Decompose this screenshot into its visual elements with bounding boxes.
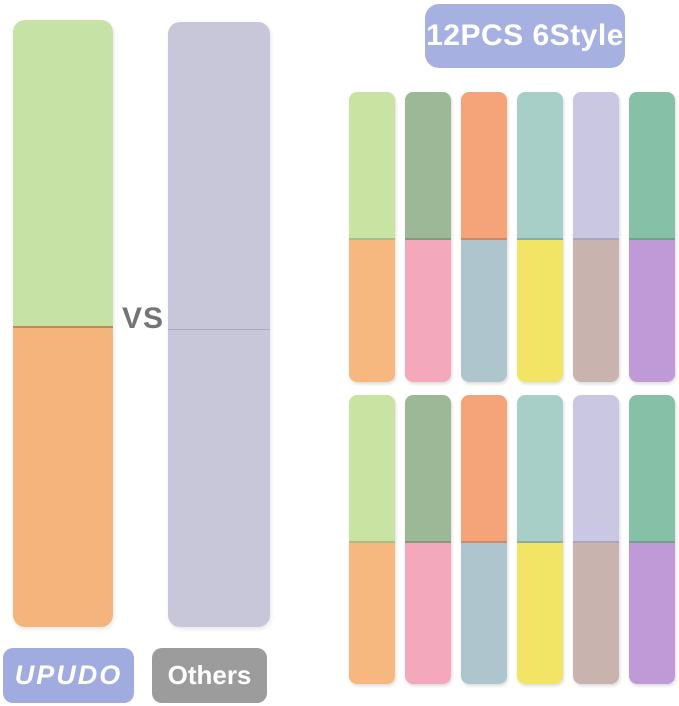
style-strip-aqua-yellow <box>517 92 563 382</box>
strip-bottom-color <box>573 542 619 684</box>
style-strip-sage-pink <box>405 92 451 382</box>
others-brand-badge: Others <box>152 648 267 703</box>
strip-bottom-color <box>405 240 451 382</box>
style-strip-green-orange <box>349 92 395 382</box>
count-style-label: 12PCS 6Style <box>426 19 624 52</box>
strip-bottom-color <box>349 240 395 382</box>
style-strip-salmon-bluegray <box>461 394 507 684</box>
strip-top-color <box>461 394 507 543</box>
style-strip-lavender-taupe <box>573 394 619 684</box>
strip-top-color <box>405 394 451 543</box>
strip-bottom-color <box>517 240 563 382</box>
style-strip-green-orange <box>349 394 395 684</box>
style-strip-aqua-yellow <box>517 394 563 684</box>
strip-bottom-color <box>517 542 563 684</box>
strip-bottom-color <box>405 542 451 684</box>
strip-top-color <box>517 394 563 543</box>
strip-bottom-color <box>629 240 675 382</box>
style-strip-lavender-taupe <box>573 92 619 382</box>
strip-top-color <box>461 92 507 240</box>
style-strip-salmon-bluegray <box>461 92 507 382</box>
others-brand-label: Others <box>167 660 252 690</box>
count-style-badge: 12PCS 6Style <box>425 4 625 68</box>
others-product-strip <box>168 22 270 627</box>
ours-brand-label: UPUDO <box>14 660 123 690</box>
ours-product-strip <box>13 20 113 627</box>
strip-bottom-color <box>573 240 619 382</box>
strip-top-color <box>573 92 619 240</box>
style-grid-row-1 <box>349 92 675 382</box>
strip-bottom-color <box>349 542 395 684</box>
strip-bottom-color <box>629 542 675 684</box>
strip-top-color <box>629 394 675 543</box>
style-strip-sage-pink <box>405 394 451 684</box>
ours-strip-bottom-color <box>13 328 113 627</box>
others-strip-upper <box>168 22 270 330</box>
vs-label: VS <box>121 302 165 335</box>
strip-top-color <box>405 92 451 240</box>
others-strip-lower <box>168 330 270 627</box>
ours-strip-top-color <box>13 20 113 328</box>
strip-top-color <box>517 92 563 240</box>
style-strip-teal-purple <box>629 394 675 684</box>
strip-top-color <box>349 92 395 240</box>
ours-brand-badge: UPUDO <box>3 648 134 703</box>
strip-bottom-color <box>461 542 507 684</box>
style-grid <box>349 92 675 684</box>
style-grid-row-2 <box>349 394 675 684</box>
style-strip-teal-purple <box>629 92 675 382</box>
strip-top-color <box>573 394 619 543</box>
strip-top-color <box>349 394 395 543</box>
strip-bottom-color <box>461 240 507 382</box>
strip-top-color <box>629 92 675 240</box>
